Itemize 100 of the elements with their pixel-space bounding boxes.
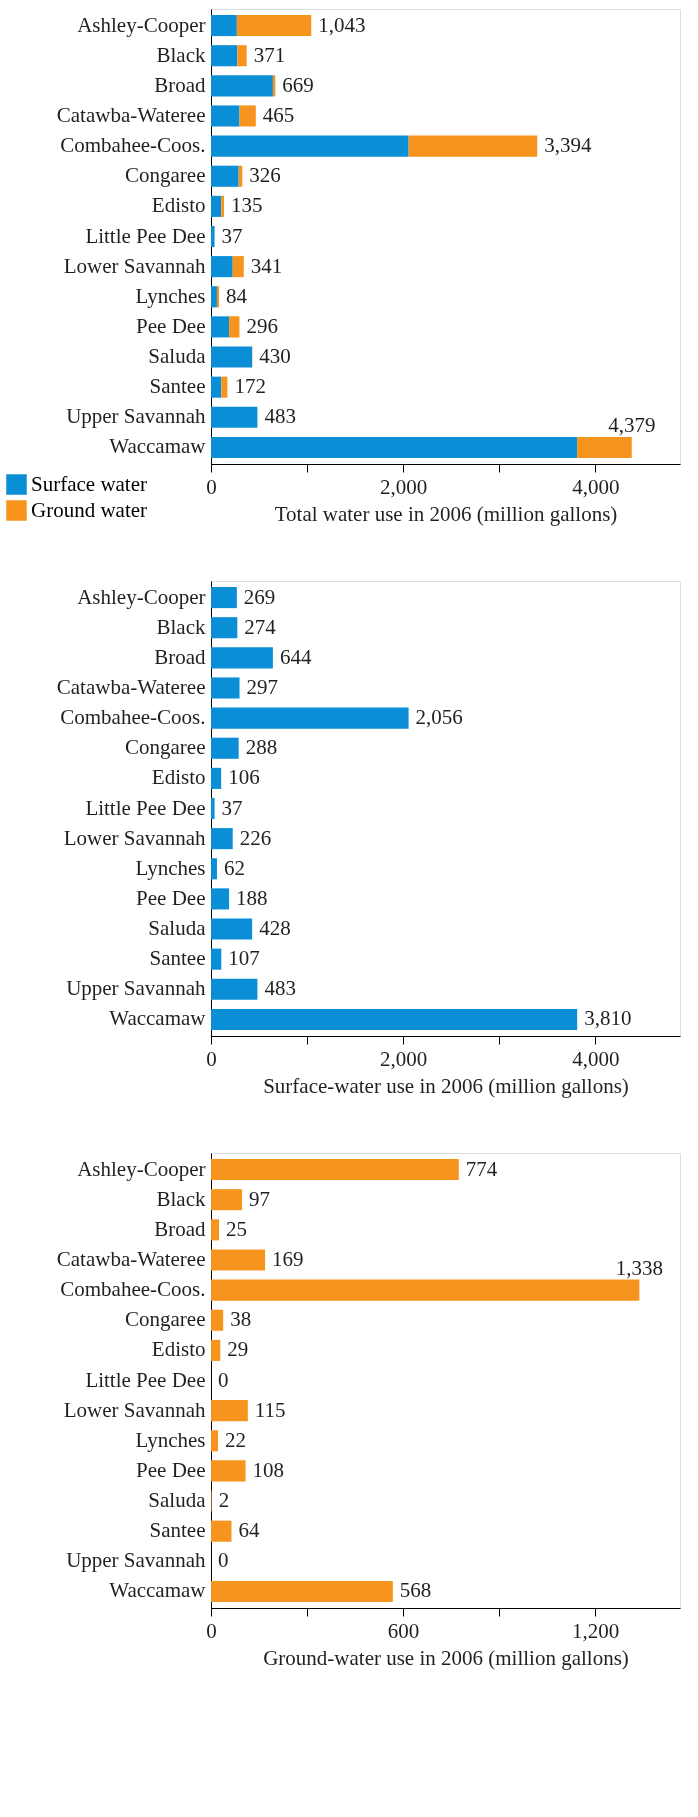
bar — [211, 346, 253, 368]
bar — [211, 978, 258, 1000]
y-tick-label: Congaree — [125, 735, 206, 760]
y-tick-label: Waccamaw — [109, 434, 207, 459]
y-tick-label: Waccamaw — [109, 1006, 207, 1031]
total-label: 135 — [230, 193, 263, 218]
bar — [211, 587, 237, 609]
y-tick-label: Combahee-Coos. — [60, 705, 206, 730]
bar — [211, 286, 217, 308]
bar — [211, 677, 240, 699]
bar — [237, 45, 247, 67]
total-label: 326 — [249, 163, 281, 188]
bar — [211, 45, 238, 67]
x-tick-label: 4,000 — [572, 474, 620, 499]
y-tick-label: Saluda — [148, 1488, 207, 1513]
data-label: 226 — [239, 825, 272, 850]
bar — [211, 225, 215, 248]
y-tick-label: Saluda — [148, 916, 207, 941]
y-tick-label: Lynches — [135, 855, 206, 880]
y-tick-label: Lower Savannah — [63, 253, 206, 278]
bar — [211, 316, 230, 338]
bar — [211, 707, 409, 729]
data-label: 297 — [246, 674, 279, 699]
bar — [211, 135, 409, 157]
bar — [577, 436, 632, 458]
bar — [211, 1008, 578, 1030]
data-label: 107 — [228, 946, 260, 971]
y-tick-label: Combahee-Coos. — [60, 1277, 206, 1302]
total-label: 669 — [282, 72, 314, 97]
bar — [211, 617, 238, 639]
bar — [211, 15, 237, 37]
y-tick-label: Santee — [149, 1518, 206, 1543]
y-tick-label: Catawba-Wateree — [56, 674, 206, 699]
x-tick-label: 600 — [387, 1618, 420, 1643]
data-label: 1,338 — [615, 1256, 663, 1281]
data-label: 29 — [227, 1337, 249, 1362]
y-tick-label: Lynches — [135, 283, 206, 308]
data-label: 62 — [223, 855, 245, 880]
bar — [211, 918, 253, 940]
bar — [221, 195, 224, 217]
bar — [211, 767, 222, 789]
x-axis-title: Surface-water use in 2006 (million gallons) — [263, 1073, 629, 1098]
bar — [211, 1460, 246, 1482]
y-tick-label: Upper Savannah — [66, 404, 206, 429]
bar — [211, 797, 215, 820]
total-label: 371 — [253, 42, 286, 67]
y-tick-label: Edisto — [151, 765, 206, 790]
x-tick-label: 1,200 — [572, 1618, 620, 1643]
total-label: 483 — [264, 404, 296, 429]
x-tick-label: 0 — [206, 1046, 217, 1071]
data-label: 428 — [259, 916, 291, 941]
bar — [211, 1520, 232, 1542]
bar — [211, 1309, 224, 1331]
x-tick-label: 2,000 — [380, 1046, 428, 1071]
data-label: 269 — [243, 584, 276, 609]
bar — [211, 858, 217, 880]
bar — [236, 15, 312, 37]
bar — [211, 1249, 266, 1271]
bar — [408, 135, 538, 157]
bar — [211, 1580, 393, 1602]
y-tick-label: Pee Dee — [136, 1457, 206, 1482]
y-tick-label: Congaree — [125, 163, 206, 188]
data-label: 0 — [218, 1548, 229, 1573]
y-tick-label: Catawba-Wateree — [56, 1246, 206, 1271]
y-tick-label: Santee — [149, 374, 206, 399]
data-label: 2 — [218, 1488, 230, 1513]
bar — [211, 1430, 219, 1452]
x-axis-title: Total water use in 2006 (million gallons) — [274, 501, 618, 526]
bar — [211, 1400, 248, 1422]
y-tick-label: Catawba-Wateree — [56, 102, 206, 127]
bar — [211, 1339, 221, 1361]
y-tick-label: Broad — [154, 72, 206, 97]
bar — [221, 376, 228, 398]
x-tick-label: 0 — [206, 1618, 217, 1643]
bar — [211, 1279, 640, 1301]
data-label: 274 — [244, 614, 277, 639]
total-label: 296 — [246, 313, 278, 338]
data-label: 483 — [264, 976, 296, 1001]
legend-label: Ground water — [31, 497, 148, 522]
y-tick-label: Combahee-Coos. — [60, 133, 206, 158]
bar — [211, 75, 273, 97]
y-tick-label: Upper Savannah — [66, 976, 206, 1001]
bar — [211, 165, 239, 187]
y-tick-label: Saluda — [148, 344, 207, 369]
data-label: 106 — [228, 765, 260, 790]
bar — [211, 828, 233, 850]
data-label: 97 — [249, 1186, 271, 1211]
data-label: 115 — [254, 1397, 286, 1422]
y-tick-label: Little Pee Dee — [85, 223, 206, 248]
data-label: 38 — [230, 1307, 252, 1332]
data-label: 188 — [236, 885, 268, 910]
y-tick-label: Lower Savannah — [63, 825, 206, 850]
bar — [211, 647, 273, 669]
data-label: 0 — [218, 1367, 229, 1392]
total-label: 430 — [259, 344, 291, 369]
bar — [211, 256, 233, 278]
data-label: 644 — [279, 644, 312, 669]
data-label: 64 — [238, 1518, 260, 1543]
total-label: 3,394 — [544, 133, 592, 158]
data-label: 3,810 — [584, 1006, 632, 1031]
